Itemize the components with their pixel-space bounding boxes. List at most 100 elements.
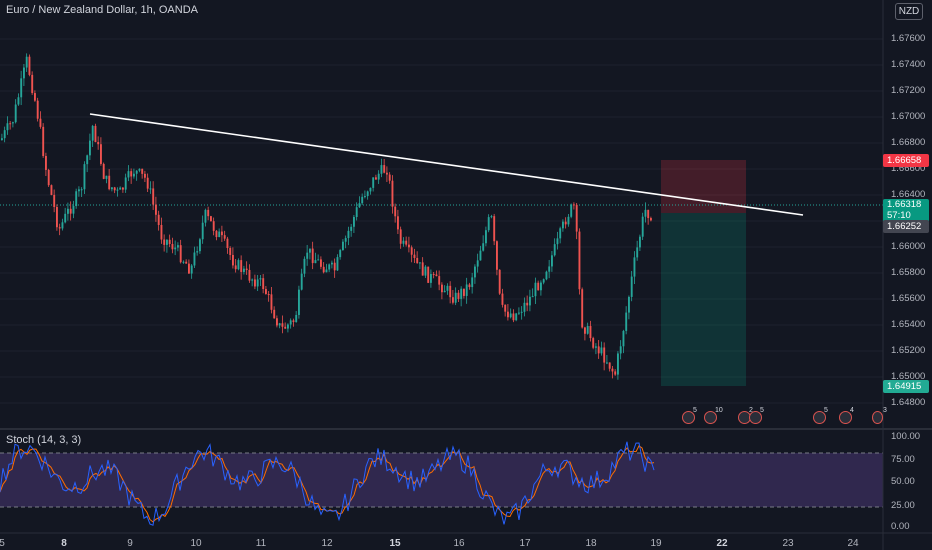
economic-event-icon[interactable]: 5 bbox=[813, 407, 828, 424]
candle-body bbox=[311, 248, 314, 264]
candle-body bbox=[408, 244, 410, 248]
candle-body bbox=[75, 191, 78, 206]
candle-body bbox=[485, 230, 487, 244]
candle-body bbox=[322, 266, 325, 273]
candle-body bbox=[141, 168, 144, 174]
currency-badge[interactable]: NZD bbox=[895, 3, 923, 20]
candle-body bbox=[388, 174, 391, 181]
entry-price-tag[interactable]: 1.66252 bbox=[883, 220, 929, 233]
candle-body bbox=[331, 262, 333, 265]
short-position-tool[interactable] bbox=[661, 160, 746, 386]
candle-body bbox=[276, 318, 278, 326]
candle-body bbox=[3, 130, 6, 139]
candle-body bbox=[105, 175, 108, 179]
candle-body bbox=[537, 282, 540, 291]
candle-body bbox=[122, 187, 124, 190]
candle-body bbox=[149, 188, 152, 190]
candle-body bbox=[553, 244, 556, 256]
candle-body bbox=[215, 230, 218, 238]
candle-body bbox=[67, 208, 69, 214]
candle-body bbox=[146, 177, 149, 189]
date-tick: 22 bbox=[716, 538, 728, 549]
candle-body bbox=[641, 216, 644, 237]
economic-event-icon[interactable]: 10 bbox=[704, 407, 723, 424]
trendline[interactable] bbox=[89, 113, 804, 216]
candle-body bbox=[325, 269, 328, 273]
economic-event-icon[interactable]: 4 bbox=[839, 407, 854, 424]
candle-body bbox=[377, 173, 380, 180]
candle-body bbox=[413, 254, 416, 258]
candle-body bbox=[608, 362, 611, 369]
date-tick: 18 bbox=[585, 538, 597, 549]
date-tick: 10 bbox=[190, 538, 202, 549]
price-tick: 1.67200 bbox=[891, 85, 926, 96]
economic-event-icon[interactable]: 5 bbox=[682, 407, 697, 424]
candle-body bbox=[540, 282, 542, 291]
candle-body bbox=[309, 248, 311, 253]
candle-body bbox=[234, 265, 237, 270]
candle-body bbox=[556, 238, 559, 245]
candle-body bbox=[633, 257, 636, 277]
candle-body bbox=[251, 279, 254, 281]
candle-body bbox=[421, 262, 424, 276]
symbol-title[interactable]: Euro / New Zealand Dollar, 1h, OANDA bbox=[6, 4, 198, 16]
current-price-tag[interactable]: 1.66318 57:10 bbox=[883, 199, 929, 222]
candle-body bbox=[193, 252, 196, 266]
candle-body bbox=[295, 314, 298, 323]
candle-body bbox=[127, 171, 130, 178]
price-tick: 1.66600 bbox=[891, 163, 926, 174]
candle-body bbox=[265, 289, 267, 295]
candle-body bbox=[482, 243, 485, 251]
candle-body bbox=[372, 177, 375, 188]
candle-body bbox=[518, 312, 520, 314]
candle-body bbox=[245, 268, 248, 270]
price-tick: 1.65800 bbox=[891, 267, 926, 278]
candle-body bbox=[567, 216, 570, 225]
candle-body bbox=[207, 209, 210, 217]
candle-body bbox=[529, 296, 531, 306]
candle-body bbox=[56, 207, 58, 228]
bar-countdown: 57:10 bbox=[887, 209, 911, 221]
stochastic-label[interactable]: Stoch (14, 3, 3) bbox=[6, 434, 82, 446]
candle-body bbox=[463, 288, 465, 296]
economic-event-icon[interactable]: 5 bbox=[749, 407, 764, 424]
candle-body bbox=[597, 346, 600, 354]
candle-body bbox=[386, 172, 388, 175]
candle-body bbox=[196, 251, 199, 253]
candle-body bbox=[424, 266, 427, 276]
candle-body bbox=[636, 247, 639, 258]
candle-body bbox=[237, 260, 240, 270]
candle-body bbox=[287, 324, 289, 329]
candle-body bbox=[432, 274, 435, 276]
price-tick: 1.66000 bbox=[891, 241, 926, 252]
candle-body bbox=[559, 228, 562, 239]
candle-body bbox=[342, 241, 344, 251]
candle-body bbox=[168, 239, 171, 244]
stoch-tick: 0.00 bbox=[891, 521, 910, 532]
candle-body bbox=[226, 238, 229, 249]
candle-body bbox=[135, 170, 138, 174]
price-tick: 1.66400 bbox=[891, 189, 926, 200]
stop-loss-price-tag[interactable]: 1.66658 bbox=[883, 154, 929, 167]
candle-body bbox=[430, 274, 432, 283]
candle-body bbox=[199, 239, 201, 252]
candle-body bbox=[394, 206, 397, 217]
candle-body bbox=[14, 104, 17, 123]
candle-body bbox=[474, 266, 476, 278]
candle-body bbox=[36, 100, 39, 119]
candle-body bbox=[595, 346, 597, 348]
candle-body bbox=[501, 293, 504, 305]
economic-event-icon[interactable]: 3 bbox=[872, 407, 887, 424]
candle-body bbox=[270, 294, 273, 310]
candle-body bbox=[375, 177, 377, 180]
event-count: 5 bbox=[824, 407, 828, 414]
candle-body bbox=[496, 241, 498, 270]
candle-body bbox=[548, 266, 551, 272]
take-profit-zone[interactable] bbox=[661, 213, 746, 386]
take-profit-price-tag[interactable]: 1.64915 bbox=[883, 380, 929, 393]
candle-body bbox=[391, 180, 394, 207]
date-tick: 8 bbox=[61, 538, 67, 549]
candle-body bbox=[174, 247, 177, 250]
candle-body bbox=[452, 297, 454, 303]
